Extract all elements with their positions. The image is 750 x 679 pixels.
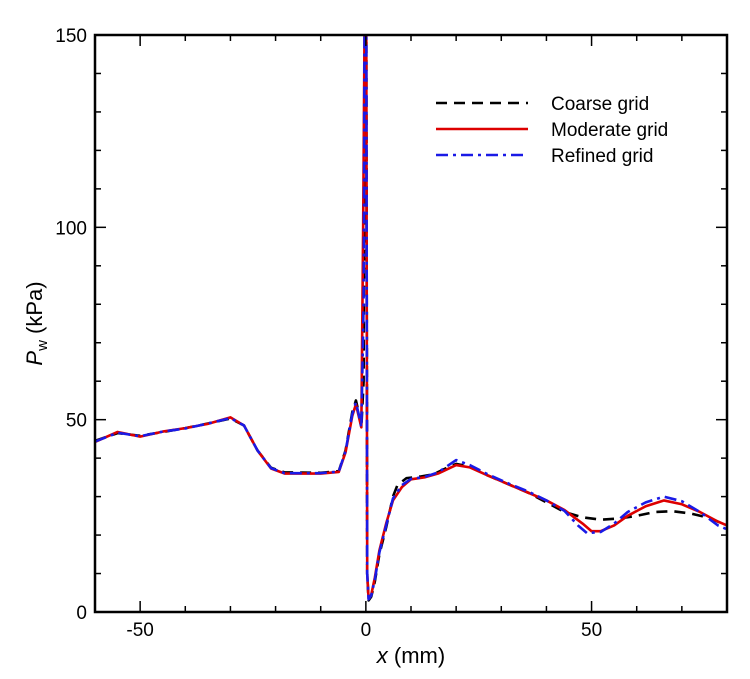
x-tick-label: 0	[361, 620, 372, 641]
y-tick-label: 0	[76, 603, 87, 624]
series-line-3	[95, 35, 727, 601]
y-tick-label: 50	[66, 411, 87, 432]
y-axis-label: Pw (kPa)	[22, 281, 51, 365]
legend-label: Coarse grid	[551, 94, 649, 115]
legend-label: Refined grid	[551, 146, 653, 167]
series-lines	[95, 35, 727, 602]
x-axis-label: x (mm)	[376, 643, 445, 668]
y-tick-label: 100	[55, 218, 87, 239]
x-tick-label: -50	[126, 620, 153, 641]
axis-ticks	[94, 34, 728, 613]
x-tick-label: 50	[581, 620, 602, 641]
legend-label: Moderate grid	[551, 120, 668, 141]
y-tick-label: 150	[55, 26, 87, 47]
legend: Coarse grid Moderate grid Refined grid	[436, 94, 668, 167]
tick-labels: -50 0 50 0 50 100 150	[55, 26, 602, 641]
